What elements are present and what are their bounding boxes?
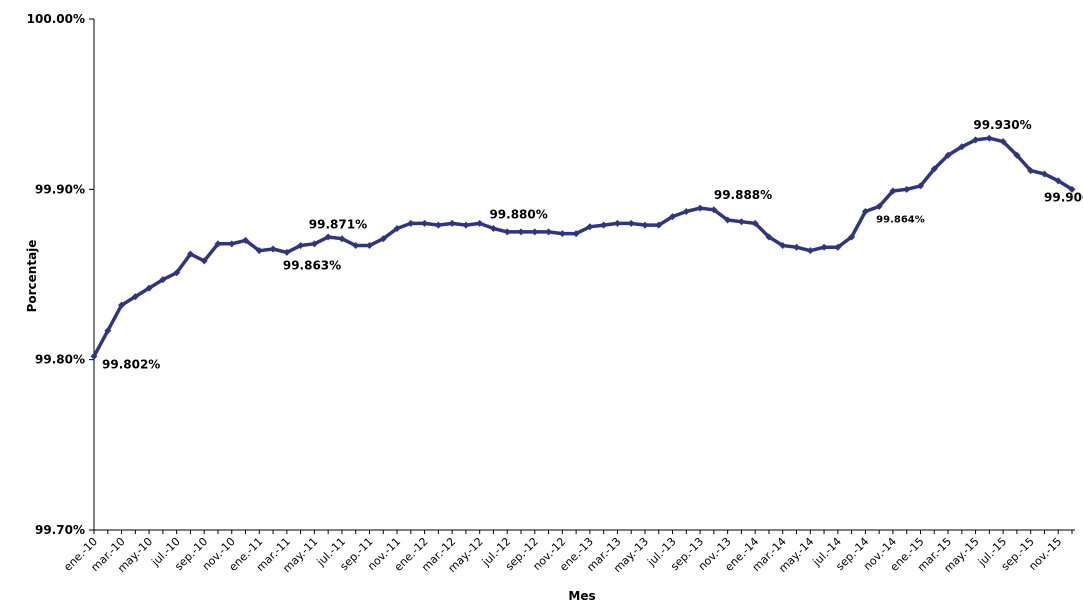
data-point <box>448 219 456 227</box>
data-point <box>545 228 553 236</box>
data-point <box>1054 177 1062 185</box>
data-point <box>696 204 704 212</box>
data-point <box>806 247 814 255</box>
data-point <box>724 216 732 224</box>
data-point <box>324 233 332 241</box>
data-point <box>710 206 718 214</box>
data-point <box>558 230 566 238</box>
data-point <box>600 221 608 229</box>
data-point <box>310 240 318 248</box>
data-point <box>489 225 497 233</box>
data-point <box>421 219 429 227</box>
data-point <box>173 269 181 277</box>
data-point <box>365 242 373 250</box>
data-label: 99.863% <box>283 258 341 272</box>
data-point <box>159 276 167 284</box>
y-axis-label: Porcentaje <box>25 240 39 313</box>
data-point <box>944 151 952 159</box>
data-point <box>958 143 966 151</box>
data-point <box>228 240 236 248</box>
data-label: 99.802% <box>102 357 160 371</box>
data-label: 99.930% <box>973 118 1031 132</box>
data-point <box>834 243 842 251</box>
data-point <box>669 213 677 221</box>
data-point <box>297 242 305 250</box>
y-tick-label: 100.00% <box>27 12 85 26</box>
data-point <box>352 242 360 250</box>
data-point <box>737 218 745 226</box>
data-point <box>848 233 856 241</box>
data-point <box>90 352 98 360</box>
data-point <box>214 240 222 248</box>
data-point <box>145 284 153 292</box>
data-point <box>118 301 126 309</box>
data-point <box>751 219 759 227</box>
data-point <box>903 185 911 193</box>
data-point <box>379 235 387 243</box>
data-point <box>338 235 346 243</box>
data-point <box>462 221 470 229</box>
data-point <box>972 136 980 144</box>
data-point <box>242 236 250 244</box>
data-point <box>104 327 112 335</box>
data-point <box>200 257 208 265</box>
data-point <box>476 219 484 227</box>
data-point <box>407 219 415 227</box>
data-point <box>131 293 139 301</box>
data-point <box>627 219 635 227</box>
data-point <box>613 219 621 227</box>
data-point <box>861 207 869 215</box>
y-tick-label: 99.90% <box>35 182 85 196</box>
data-point <box>682 207 690 215</box>
data-point <box>586 223 594 231</box>
y-axis-ticks: 99.70% 99.80% 99.90% 100.00% <box>27 12 94 537</box>
x-axis-ticks: ene.-10mar.-10may.-10jul.-10sep.-10nov.-… <box>61 530 1073 575</box>
data-point <box>820 243 828 251</box>
series-line <box>92 136 1073 358</box>
data-point <box>393 225 401 233</box>
data-point <box>186 250 194 258</box>
data-label: 99.871% <box>309 218 367 232</box>
data-point <box>434 221 442 229</box>
data-point <box>517 228 525 236</box>
data-point <box>283 248 291 256</box>
data-point <box>1027 167 1035 175</box>
data-point <box>793 243 801 251</box>
data-point <box>779 242 787 250</box>
y-tick-label: 99.70% <box>35 523 85 537</box>
data-label: 99.864% <box>876 214 925 225</box>
data-label: 99.888% <box>714 188 772 202</box>
data-labels: 99.802% 99.863% 99.871% 99.880% 99.888% 99.86… <box>102 118 1083 371</box>
series-group <box>90 134 1076 360</box>
data-point <box>875 202 883 210</box>
data-point <box>641 221 649 229</box>
data-point <box>655 221 663 229</box>
data-point <box>985 134 993 142</box>
data-point <box>255 247 263 255</box>
data-point <box>1068 185 1076 193</box>
data-point <box>531 228 539 236</box>
data-label: 99.900% <box>1044 190 1083 204</box>
x-axis-label: Mes <box>568 589 595 603</box>
data-point <box>999 138 1007 146</box>
data-point <box>930 165 938 173</box>
data-point <box>916 182 924 190</box>
data-point <box>572 230 580 238</box>
data-point <box>503 228 511 236</box>
data-point <box>1013 151 1021 159</box>
data-point <box>889 187 897 195</box>
y-tick-label: 99.80% <box>35 353 85 367</box>
data-point <box>269 245 277 253</box>
data-point <box>765 233 773 241</box>
data-point <box>1040 170 1048 178</box>
data-label: 99.880% <box>489 208 547 222</box>
